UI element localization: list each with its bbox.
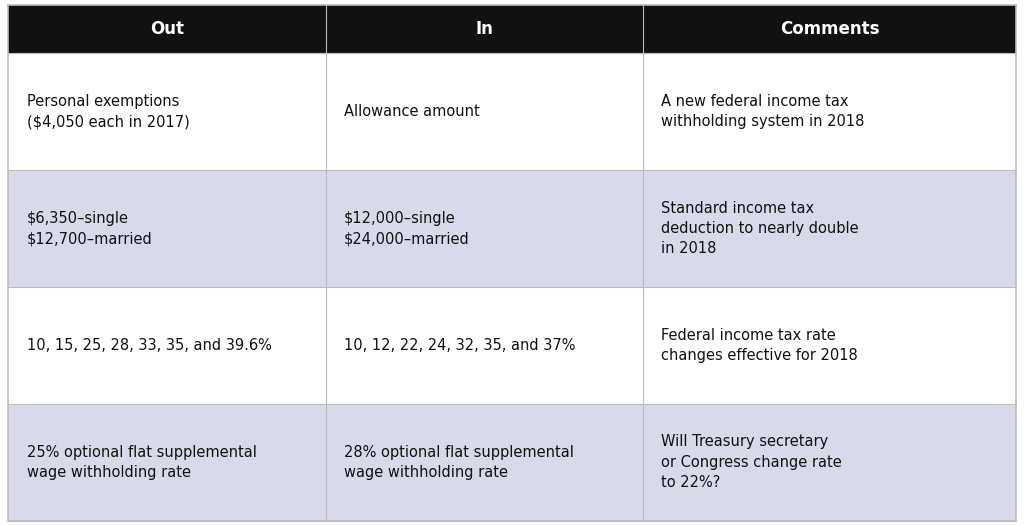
Bar <box>8 404 1016 521</box>
Bar <box>8 53 1016 170</box>
Text: 10, 15, 25, 28, 33, 35, and 39.6%: 10, 15, 25, 28, 33, 35, and 39.6% <box>27 338 271 353</box>
Text: Personal exemptions
($4,050 each in 2017): Personal exemptions ($4,050 each in 2017… <box>27 94 189 129</box>
Text: Comments: Comments <box>779 21 880 38</box>
Text: $6,350–single
$12,700–married: $6,350–single $12,700–married <box>27 211 153 246</box>
Text: A new federal income tax
withholding system in 2018: A new federal income tax withholding sys… <box>662 94 865 129</box>
Text: 28% optional flat supplemental
wage withholding rate: 28% optional flat supplemental wage with… <box>344 444 573 480</box>
Text: Out: Out <box>150 21 184 38</box>
Text: Standard income tax
deduction to nearly double
in 2018: Standard income tax deduction to nearly … <box>662 200 859 257</box>
Text: Allowance amount: Allowance amount <box>344 104 480 119</box>
Text: In: In <box>475 21 494 38</box>
Bar <box>8 170 1016 287</box>
Bar <box>8 5 1016 53</box>
Text: 10, 12, 22, 24, 32, 35, and 37%: 10, 12, 22, 24, 32, 35, and 37% <box>344 338 575 353</box>
Text: Will Treasury secretary
or Congress change rate
to 22%?: Will Treasury secretary or Congress chan… <box>662 434 842 490</box>
Text: 25% optional flat supplemental
wage withholding rate: 25% optional flat supplemental wage with… <box>27 444 256 480</box>
Bar <box>8 287 1016 404</box>
Text: $12,000–single
$24,000–married: $12,000–single $24,000–married <box>344 211 470 246</box>
Text: Federal income tax rate
changes effective for 2018: Federal income tax rate changes effectiv… <box>662 328 858 363</box>
